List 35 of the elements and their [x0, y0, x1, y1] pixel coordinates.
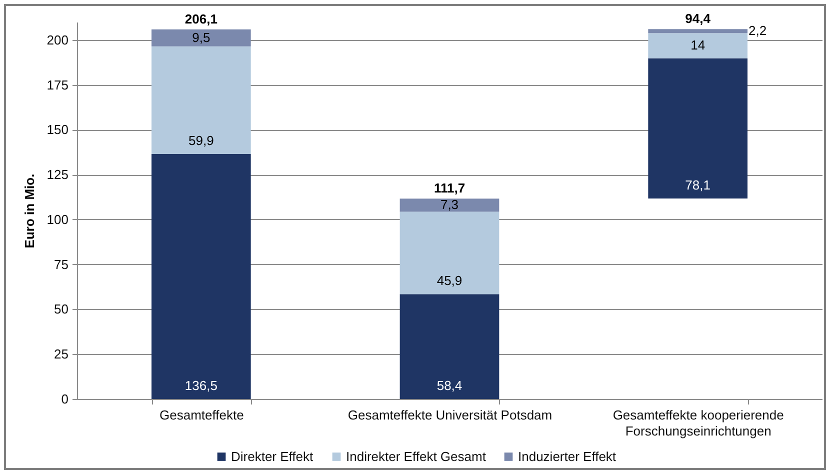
y-tick-label: 175 — [46, 77, 68, 92]
data-label: 136,5 — [184, 378, 218, 393]
bar — [648, 58, 748, 198]
x-tick-label: Gesamteffekte Universität Potsdam — [348, 408, 552, 422]
total-label: 206,1 — [184, 11, 218, 26]
y-tick-label: 25 — [54, 346, 68, 362]
total-label: 111,7 — [434, 180, 466, 196]
bar — [400, 212, 500, 294]
data-label: 7,3 — [440, 197, 459, 212]
data-label: 59,9 — [188, 132, 214, 148]
y-tick-label: 200 — [46, 32, 68, 48]
y-tick-label: 0 — [61, 392, 68, 406]
x-tick-label: Gesamteffekte kooperierende Forschungseinrichtungen — [612, 408, 784, 438]
data-label: 78,1 — [685, 177, 710, 192]
y-tick-label: 125 — [46, 167, 68, 182]
bar — [400, 198, 500, 212]
x-tick-label: Gesamteffekte — [160, 408, 244, 422]
legend-label: Induzierter Effekt — [518, 448, 616, 464]
bar — [152, 29, 251, 46]
bar — [152, 154, 251, 399]
legend-label: Indirekter Effekt Gesamt — [346, 448, 486, 464]
y-tick-label: 150 — [46, 122, 68, 138]
y-tick-label: 75 — [54, 256, 68, 272]
y-tick-label: 100 — [46, 212, 68, 227]
data-label: 14 — [690, 38, 706, 53]
data-label: 2,2 — [748, 23, 767, 38]
bar — [400, 294, 500, 399]
total-label: 94,4 — [685, 11, 712, 26]
y-tick-label: 50 — [54, 302, 68, 317]
data-label: 58,4 — [436, 378, 462, 393]
bar — [152, 46, 251, 154]
data-label: 45,9 — [436, 273, 462, 288]
data-label: 9,5 — [192, 30, 210, 45]
y-axis-title: Euro in Mio. — [22, 174, 37, 248]
legend-label: Direkter Effekt — [231, 448, 314, 464]
